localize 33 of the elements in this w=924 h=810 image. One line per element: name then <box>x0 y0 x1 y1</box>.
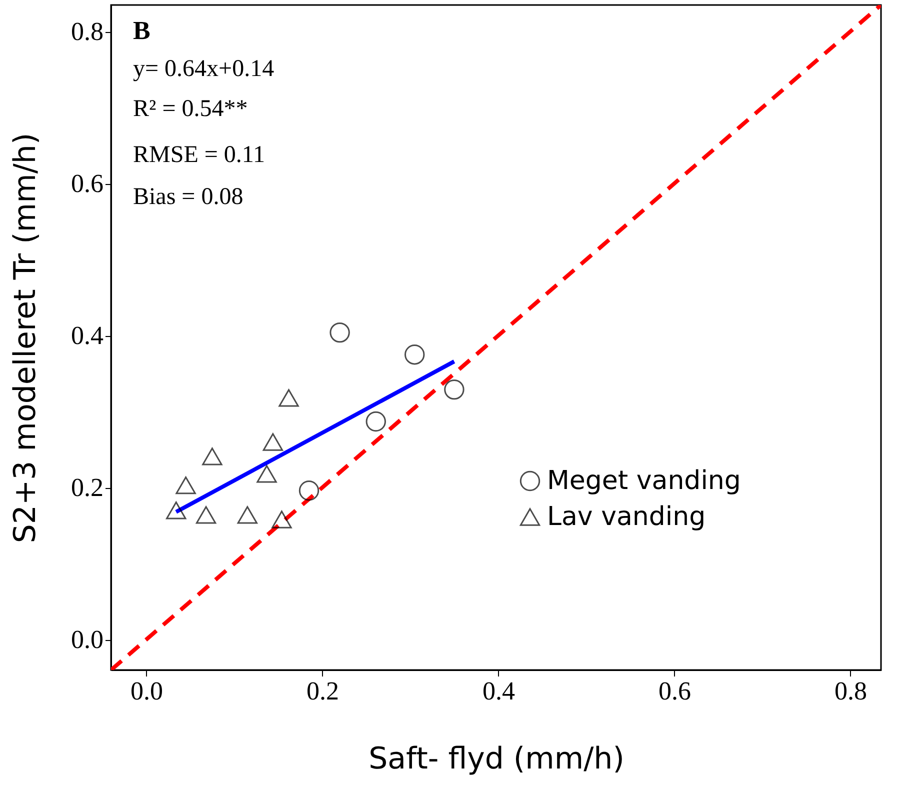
point <box>196 506 216 524</box>
point <box>262 433 284 451</box>
legend-label: Lav vanding <box>547 502 706 532</box>
point <box>176 476 196 494</box>
y-tick-label: 0.2 <box>71 473 104 502</box>
annotation: RMSE = 0.11 <box>133 142 265 168</box>
x-tick-label: 0.8 <box>834 676 867 706</box>
x-tick-label: 0.4 <box>482 676 515 706</box>
y-tick-label: 0.0 <box>71 625 104 654</box>
point <box>298 480 320 501</box>
annotation: y= 0.64x+0.14 <box>133 56 274 82</box>
y-axis-title: S2+3 modelleret Tr (mm/h) <box>8 132 43 544</box>
annotation: R² = 0.54** <box>133 96 248 122</box>
y-tick-label: 0.6 <box>71 169 104 198</box>
point <box>278 389 299 407</box>
legend-label: Meget vanding <box>547 466 741 496</box>
point <box>404 344 425 365</box>
y-tick-label: 0.4 <box>71 321 104 350</box>
point <box>256 465 277 483</box>
point <box>166 502 186 520</box>
point <box>272 510 292 528</box>
point <box>202 448 222 466</box>
point <box>444 379 464 400</box>
x-tick-label: 0.0 <box>130 676 163 706</box>
point <box>330 322 350 343</box>
x-tick-label: 0.6 <box>658 676 691 706</box>
x-tick-label: 0.2 <box>306 676 339 706</box>
x-axis-title: Saft- flyd (mm/h) <box>368 742 624 776</box>
y-tick-label: 0.8 <box>71 17 104 46</box>
annotation: Bias = 0.08 <box>133 184 244 210</box>
point <box>237 506 258 524</box>
point <box>366 411 386 432</box>
annotation: B <box>133 16 150 45</box>
